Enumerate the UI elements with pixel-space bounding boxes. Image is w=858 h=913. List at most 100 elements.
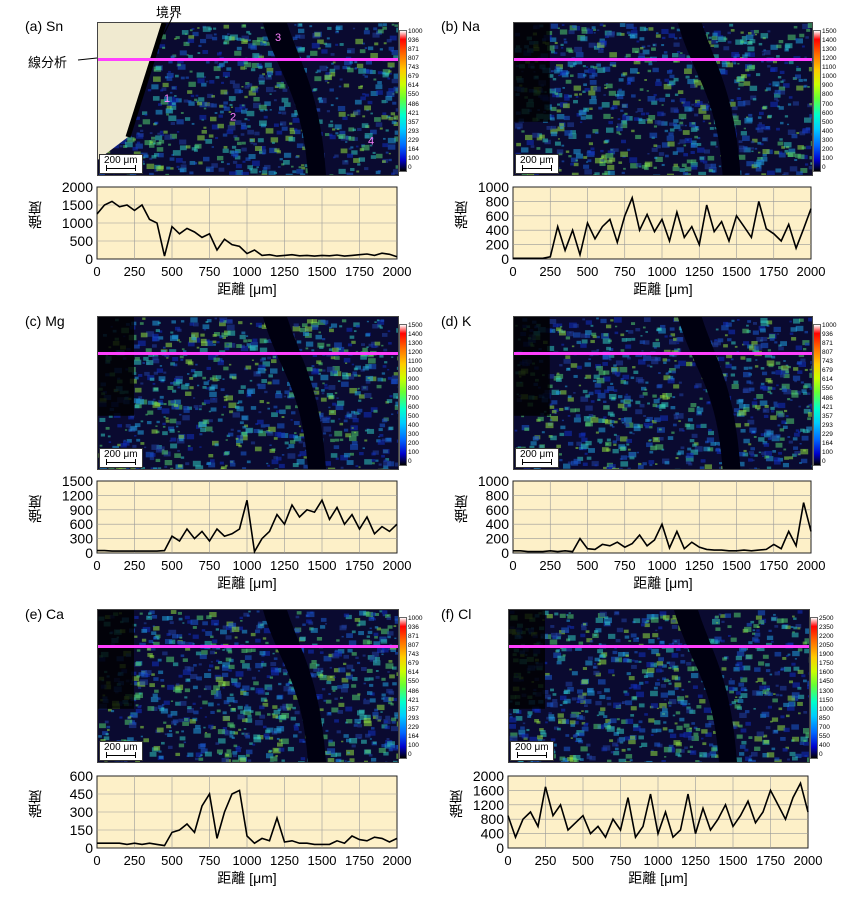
scale-bar: 200 μm: [510, 741, 554, 761]
colorbar-tick: 421: [408, 109, 419, 117]
colorbar-tick: 1100: [408, 358, 422, 366]
colorbar-tick: 0: [408, 164, 412, 171]
colorbar-tick: 500: [408, 412, 419, 420]
colorbar-tick: 1750: [819, 660, 834, 668]
colorbar-tick: 2350: [819, 624, 834, 632]
colorbar-tick: 2200: [819, 633, 834, 641]
colorbar-a: 1000 936 871 807 743 679 614 550 486 421 357 293 229…: [399, 28, 431, 172]
line-analysis-annotation: 線分析: [28, 55, 68, 70]
x-tick-label: 1750: [759, 264, 788, 279]
scale-bar-label: 200 μm: [104, 449, 138, 460]
colorbar-e: 1000 936 871 807 743 679 614 550 486 421 357 293 229…: [399, 615, 431, 759]
x-axis-label: 距離 [μm]: [217, 575, 277, 591]
colorbar-tick: 421: [408, 696, 419, 704]
colorbar-tick: 1300: [408, 340, 423, 348]
x-axis-label: 距離 [μm]: [628, 870, 688, 886]
series-line: [507, 780, 809, 840]
y-tick-label: 400: [486, 516, 510, 532]
colorbar-tick: 850: [819, 714, 830, 722]
x-tick-label: 750: [199, 558, 221, 573]
colorbar-tick: 1900: [819, 651, 834, 659]
colorbar-tick: 936: [822, 331, 833, 339]
colorbar-tick: 164: [408, 145, 419, 153]
colorbar-tick: 357: [408, 705, 419, 713]
colorbar-tick: 1000: [822, 73, 837, 81]
x-tick-label: 1500: [722, 264, 751, 279]
y-tick-label: 1000: [478, 473, 509, 489]
x-tick-label: 250: [535, 853, 557, 868]
y-tick-label: 600: [486, 502, 510, 518]
colorbar-gradient: [399, 30, 407, 172]
colorbar-tick: 1450: [819, 678, 834, 686]
x-axis-label: 距離 [μm]: [633, 281, 693, 297]
colorbar-tick: 700: [822, 100, 833, 108]
colorbar-tick: 1400: [408, 331, 423, 339]
x-tick-label: 500: [161, 558, 183, 573]
colorbar-tick: 614: [822, 376, 833, 384]
colorbar-gradient: [810, 617, 818, 759]
colorbar-tick: 100: [822, 154, 833, 162]
y-tick-label: 600: [486, 208, 510, 224]
map-point-label: 2: [230, 111, 236, 123]
x-tick-label: 1250: [270, 264, 299, 279]
series-line: [97, 498, 398, 554]
x-tick-label: 500: [577, 264, 599, 279]
colorbar-tick: 100: [408, 741, 419, 749]
colorbar-tick: 871: [408, 633, 419, 641]
scale-bar: 200 μm: [515, 448, 559, 468]
colorbar-f: 2500 2350 2200 2050 1900 1750 1600 1450 1300 1150…: [810, 615, 842, 759]
y-tick-label: 450: [70, 786, 94, 802]
x-tick-label: 2000: [383, 853, 412, 868]
scale-bar-label: 200 μm: [104, 742, 138, 753]
x-tick-label: 750: [199, 264, 221, 279]
colorbar-tick: 743: [822, 358, 833, 366]
x-tick-label: 250: [124, 558, 146, 573]
y-tick-label: 600: [70, 768, 94, 784]
scale-bar: 200 μm: [515, 154, 559, 174]
colorbar-tick: 300: [408, 430, 419, 438]
element-map-b: 200 μm: [513, 22, 813, 176]
panel-label-b: (b) Na: [441, 18, 480, 34]
y-tick-label: 0: [85, 840, 93, 856]
x-tick-label: 1250: [270, 558, 299, 573]
colorbar-tick: 1400: [822, 37, 837, 45]
y-axis-label: 強度: [453, 495, 469, 523]
y-axis-label: 強度: [453, 201, 469, 229]
x-tick-label: 1750: [345, 853, 374, 868]
panel-label-d: (d) K: [441, 313, 472, 329]
x-tick-label: 1500: [308, 264, 337, 279]
x-tick-label: 1500: [308, 853, 337, 868]
colorbar-tick: 486: [822, 394, 833, 402]
colorbar-tick: 1600: [819, 669, 834, 677]
scale-bar-label: 200 μm: [104, 155, 138, 166]
series-line: [513, 502, 812, 553]
x-tick-label: 1750: [345, 264, 374, 279]
x-tick-label: 1000: [233, 558, 262, 573]
series-line: [96, 200, 398, 258]
x-tick-label: 250: [124, 853, 146, 868]
colorbar-tick: 300: [822, 136, 833, 144]
y-tick-label: 400: [481, 826, 505, 842]
x-tick-label: 2000: [383, 558, 412, 573]
scale-bar: 200 μm: [99, 448, 143, 468]
colorbar-tick: 936: [408, 624, 419, 632]
colorbar-tick: 550: [408, 678, 419, 686]
y-tick-label: 0: [85, 545, 93, 561]
element-map-f: 200 μm: [508, 609, 810, 763]
y-tick-label: 1600: [473, 782, 504, 798]
colorbar-tick: 486: [408, 100, 419, 108]
y-tick-label: 1500: [62, 197, 93, 213]
y-tick-label: 2000: [473, 768, 504, 784]
colorbar-tick: 700: [819, 723, 830, 731]
y-tick-label: 800: [481, 811, 505, 827]
y-tick-label: 1000: [62, 215, 93, 231]
y-tick-label: 600: [70, 516, 94, 532]
colorbar-gradient: [813, 30, 821, 172]
element-map-e: 200 μm: [97, 609, 399, 763]
line-analysis-pointer: [77, 57, 98, 61]
element-map-d: 200 μm: [513, 316, 813, 470]
colorbar-gradient: [399, 324, 407, 466]
y-tick-label: 1200: [473, 797, 504, 813]
x-tick-label: 1500: [722, 558, 751, 573]
x-tick-label: 2000: [383, 264, 412, 279]
